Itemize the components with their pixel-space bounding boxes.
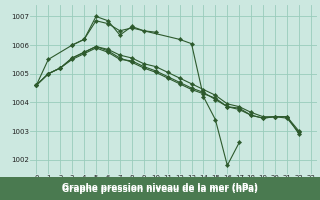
Text: Graphe pression niveau de la mer (hPa): Graphe pression niveau de la mer (hPa) xyxy=(62,183,258,192)
Text: Graphe pression niveau de la mer (hPa): Graphe pression niveau de la mer (hPa) xyxy=(62,184,258,194)
